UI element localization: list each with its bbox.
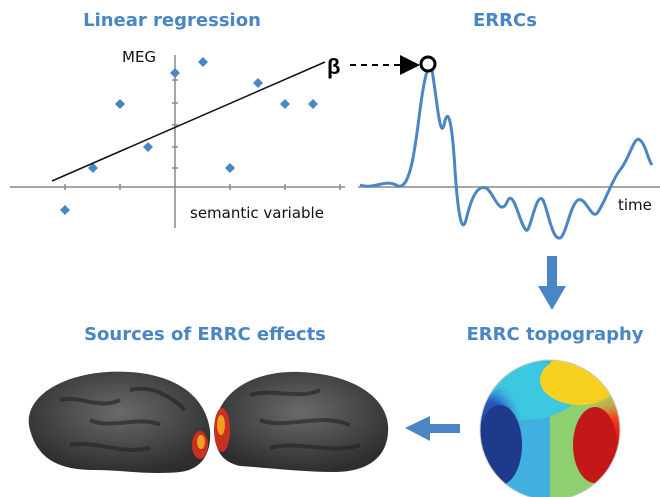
panel-title: ERRC topography bbox=[466, 324, 643, 345]
left-arrow bbox=[405, 416, 460, 441]
diagram: Linear regression MEG semantic variable … bbox=[0, 0, 660, 497]
time-label: time bbox=[618, 196, 652, 214]
errc-waveform bbox=[360, 67, 652, 238]
regression-line bbox=[52, 62, 325, 181]
regression-axes bbox=[10, 55, 345, 228]
x-axis-label: semantic variable bbox=[190, 204, 324, 222]
topography-map bbox=[460, 355, 630, 497]
brain-left bbox=[29, 372, 210, 473]
y-axis-label: MEG bbox=[122, 48, 156, 66]
panel-title: ERRCs bbox=[473, 10, 537, 31]
peak-marker bbox=[421, 57, 435, 71]
brain-right bbox=[214, 372, 388, 472]
panel-title: Linear regression bbox=[83, 10, 261, 31]
beta-symbol: β bbox=[327, 54, 340, 79]
down-arrow bbox=[538, 256, 566, 310]
panel-title: Sources of ERRC effects bbox=[84, 324, 326, 345]
scatter-points bbox=[60, 57, 318, 215]
